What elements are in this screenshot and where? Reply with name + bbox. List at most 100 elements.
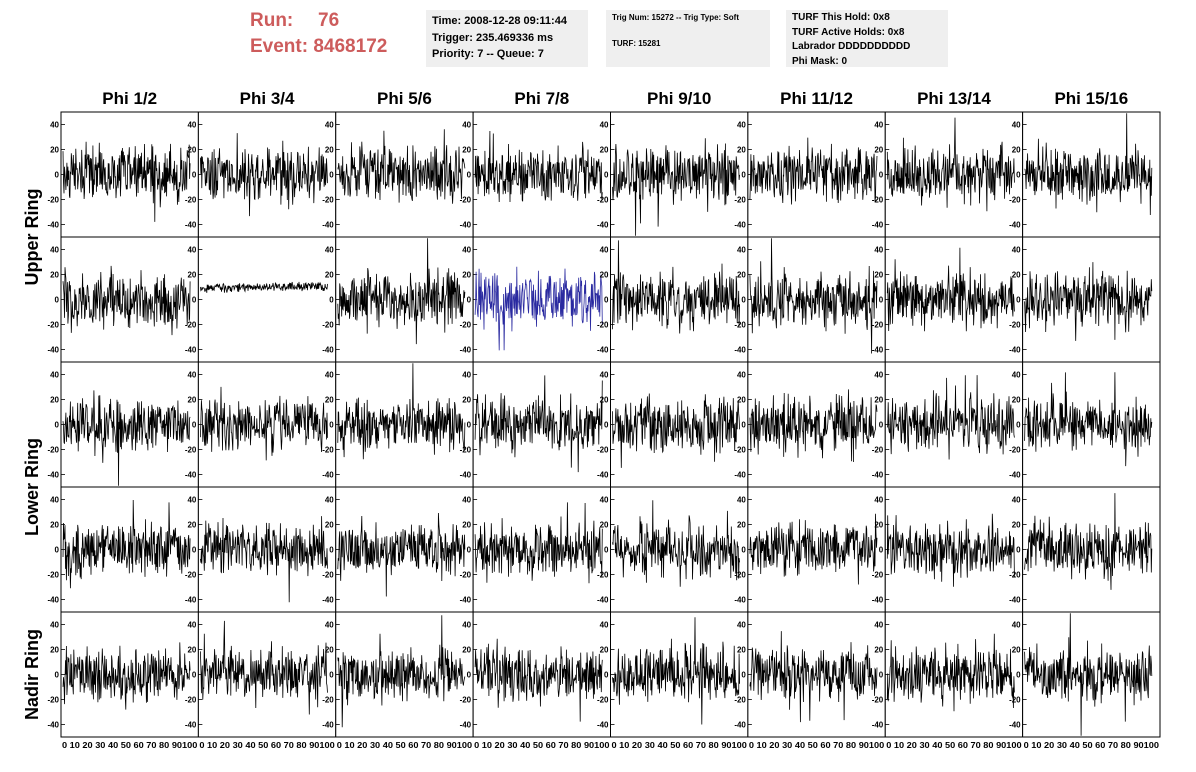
waveform-panel: -40 -20 0 20 40 (460, 611, 611, 738)
y-tick-label: -40 (322, 346, 334, 355)
y-tick-label: 20 (1012, 396, 1021, 405)
y-tick-label: -20 (872, 571, 884, 580)
y-tick-label: -40 (734, 721, 746, 730)
y-tick-label: -20 (734, 571, 746, 580)
y-tick-label: 40 (1012, 121, 1021, 130)
trig-info-box: Trig Num: 15272 -- Trig Type: Soft TURF:… (606, 10, 770, 67)
waveform-trace (337, 363, 466, 460)
y-tick-label: -20 (734, 696, 746, 705)
event-label: Event: (250, 36, 309, 57)
y-tick-label: -20 (597, 696, 609, 705)
waveform-trace (749, 389, 878, 463)
waveform-trace (62, 141, 191, 222)
y-tick-label: -20 (872, 446, 884, 455)
y-tick-label: -40 (872, 221, 884, 230)
y-tick-label: 20 (50, 271, 59, 280)
ring-label: Upper Ring (22, 189, 42, 286)
y-tick-label: 40 (462, 496, 471, 505)
y-tick-label: -40 (1009, 471, 1021, 480)
waveform-trace (749, 238, 878, 354)
waveform-panel: -40 -20 0 20 40 (47, 361, 199, 488)
waveform-panel: -40 -20 0 20 40 (597, 111, 749, 238)
waveform-panel: -40 -20 0 20 40 (734, 236, 886, 363)
time-info-box: Time: 2008-12-28 09:11:44 Trigger: 235.4… (426, 10, 588, 67)
y-tick-label: -20 (185, 571, 197, 580)
waveform-panel: -40 -20 0 20 40 (322, 236, 474, 363)
waveform-trace (1024, 493, 1153, 590)
y-tick-label: 0 (329, 421, 334, 430)
y-tick-label: -40 (460, 471, 472, 480)
waveform-panel: -40 -20 0 20 40 (597, 236, 749, 363)
waveform-trace (612, 240, 740, 334)
y-tick-label: 20 (462, 396, 471, 405)
waveform-trace (337, 512, 466, 597)
y-tick-label: 20 (600, 396, 609, 405)
turf-text: TURF: 15281 (612, 39, 661, 48)
y-tick-label: -40 (597, 221, 609, 230)
y-tick-label: 40 (600, 621, 609, 630)
y-tick-label: 20 (50, 521, 59, 530)
y-tick-label: -20 (47, 696, 59, 705)
waveform-panel: -40 -20 0 20 40 (185, 361, 337, 488)
y-tick-label: 40 (50, 246, 59, 255)
y-tick-label: 0 (879, 671, 884, 680)
y-tick-label: 0 (55, 171, 60, 180)
y-tick-label: 20 (462, 271, 471, 280)
y-tick-label: 0 (467, 671, 472, 680)
panel-frame (197, 236, 337, 363)
y-tick-label: -40 (47, 596, 59, 605)
waveform-panel: -40 -20 0 20 40 (322, 486, 474, 613)
y-tick-label: 40 (325, 371, 334, 380)
waveform-trace (886, 633, 1015, 712)
waveform-trace (1024, 262, 1153, 341)
y-tick-label: 20 (187, 396, 196, 405)
y-tick-label: 40 (50, 496, 59, 505)
waveform-panel: -40 -20 0 20 40 (872, 111, 1024, 238)
waveform-panel: -40 -20 0 20 40 (597, 361, 749, 488)
y-tick-label: -20 (872, 196, 884, 205)
waveform-trace (886, 117, 1015, 212)
waveform-panel: -40 -20 0 20 40 (47, 611, 199, 738)
y-tick-label: 0 (604, 421, 609, 430)
y-tick-label: -40 (185, 471, 197, 480)
y-tick-label: 40 (187, 246, 196, 255)
y-tick-label: -20 (1009, 446, 1021, 455)
y-tick-label: 0 (329, 546, 334, 555)
y-tick-label: 20 (600, 271, 609, 280)
y-tick-label: 40 (1012, 246, 1021, 255)
y-tick-label: -20 (460, 696, 472, 705)
y-tick-label: -40 (47, 721, 59, 730)
y-tick-label: -20 (597, 571, 609, 580)
y-tick-label: 40 (50, 371, 59, 380)
y-tick-label: 20 (737, 146, 746, 155)
y-tick-label: 40 (600, 246, 609, 255)
y-tick-label: -20 (322, 571, 334, 580)
panel-frame (747, 111, 886, 238)
waveform-trace (886, 375, 1015, 460)
column-header: Phi 1/2 (102, 89, 157, 108)
y-tick-label: 0 (192, 171, 197, 180)
y-tick-label: 0 (55, 546, 60, 555)
waveform-panel: -40 -20 0 20 40 (185, 236, 337, 363)
y-tick-label: 40 (874, 621, 883, 630)
y-tick-label: -20 (185, 321, 197, 330)
y-tick-label: 40 (187, 371, 196, 380)
y-tick-label: -40 (734, 346, 746, 355)
waveform-trace (612, 617, 740, 725)
waveform-panel: -40 -20 0 20 40 (47, 111, 199, 238)
waveform-trace (749, 137, 878, 205)
y-tick-label: -20 (47, 571, 59, 580)
y-tick-label: 40 (737, 121, 746, 130)
y-tick-label: -40 (322, 596, 334, 605)
waveform-panel: -40 -20 0 20 40 (1009, 236, 1161, 363)
waveform-panel: -40 -20 0 20 40 (47, 236, 199, 363)
y-tick-label: -40 (47, 346, 59, 355)
y-tick-label: 20 (325, 271, 334, 280)
y-tick-label: 20 (462, 146, 471, 155)
column-header: Phi 5/6 (377, 89, 432, 108)
y-tick-label: -40 (322, 221, 334, 230)
waveform-panel: -40 -20 0 20 40 (1009, 361, 1161, 488)
waveform-trace (612, 138, 740, 236)
y-tick-label: 20 (462, 646, 471, 655)
waveform-trace (200, 516, 328, 603)
